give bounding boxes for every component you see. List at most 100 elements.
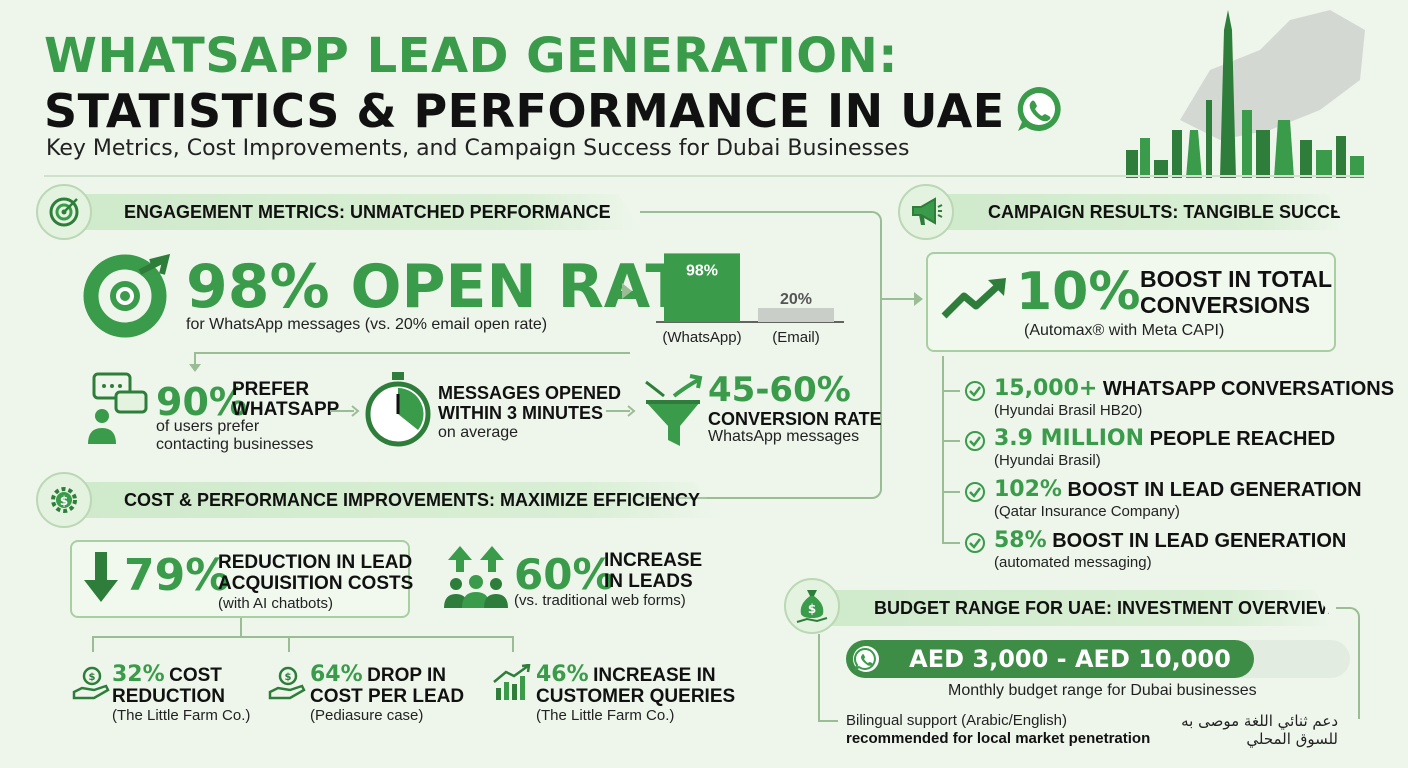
whatsapp-logo-icon — [1014, 84, 1064, 134]
trend-up-icon — [940, 276, 1010, 322]
bilingual-line-2: recommended for local market penetration — [846, 730, 1151, 747]
bar-value-label: 98% — [686, 262, 718, 279]
boost-sub: (Automax® with Meta CAPI) — [1024, 322, 1225, 339]
funnel-icon — [640, 372, 706, 450]
boost-card — [926, 252, 1336, 352]
connector-arrow — [914, 292, 923, 306]
gear-dollar-icon: $ — [36, 472, 92, 528]
prefer-title: PREFER WHATSAPP — [232, 379, 340, 420]
campaign-ribbon: CAMPAIGN RESULTS: TANGIBLE SUCCESS — [920, 194, 1346, 230]
campaign-ribbon-title: CAMPAIGN RESULTS: TANGIBLE SUCCESS — [988, 201, 1367, 222]
connector-line — [942, 491, 960, 493]
connector-line — [942, 356, 944, 542]
bar-category-label: (WhatsApp) — [662, 329, 741, 346]
connector-arrow — [189, 364, 201, 372]
open-rate-headline: 98% OPEN RATE — [186, 252, 728, 322]
target-icon — [36, 184, 92, 240]
list-item-sub: (Hyundai Brasil HB20) — [994, 402, 1143, 419]
prefer-sub-2: contacting businesses — [156, 436, 314, 453]
leads-title-1: INCREASE — [604, 550, 703, 571]
prefer-value: 90% — [156, 380, 247, 424]
open-rate-bar-chart: 98% (WhatsApp) 20% (Email) — [650, 246, 850, 350]
megaphone-icon — [898, 184, 954, 240]
open-rate-sub: for WhatsApp messages (vs. 20% email ope… — [186, 316, 548, 333]
leads-value: 60% — [514, 550, 615, 599]
bar-email — [758, 308, 834, 322]
check-circle-icon — [964, 430, 986, 457]
budget-bar-fill: AED 3,000 - AED 10,000 — [846, 640, 1254, 678]
arrow-right-icon — [606, 404, 636, 418]
cost-item-1-sub: (The Little Farm Co.) — [112, 707, 251, 724]
svg-text:$: $ — [89, 672, 96, 683]
connector-line — [194, 352, 630, 368]
leads-sub: (vs. traditional web forms) — [514, 592, 686, 609]
cost-item-2-title-2: COST PER LEAD — [310, 686, 465, 707]
budget-ribbon: BUDGET RANGE FOR UAE: INVESTMENT OVERVIE… — [806, 590, 1336, 626]
arabic-line-1: دعم ثنائي اللغة موصى به — [1181, 712, 1338, 730]
subtitle: Key Metrics, Cost Improvements, and Camp… — [46, 136, 910, 161]
people-growth-icon — [442, 546, 510, 610]
check-circle-icon — [964, 380, 986, 407]
cost-item-2-sub: (Pediasure case) — [310, 707, 424, 724]
title-line-2: STATISTICS & PERFORMANCE IN UAE — [44, 84, 1005, 138]
check-circle-icon — [964, 532, 986, 559]
title-line-1: WHATSAPP LEAD GENERATION: — [44, 28, 898, 84]
reduction-title-1: REDUCTION IN LEAD — [218, 552, 413, 573]
money-bag-icon: $ — [784, 578, 840, 634]
stopwatch-icon — [362, 370, 434, 450]
chevron-right-icon — [622, 283, 632, 299]
list-item-sub: (Qatar Insurance Company) — [994, 503, 1180, 520]
cost-ribbon: COST & PERFORMANCE IMPROVEMENTS: MAXIMIZ… — [56, 482, 722, 518]
bar-category-label: (Email) — [772, 329, 820, 346]
hand-coin-icon: $ — [268, 666, 306, 702]
list-item-sub: (Hyundai Brasil) — [994, 452, 1101, 469]
svg-text:$: $ — [808, 602, 816, 616]
header-divider — [44, 175, 1364, 177]
dubai-skyline-illustration — [1120, 10, 1370, 178]
connector-line — [92, 636, 512, 638]
bar-value-label: 20% — [780, 291, 812, 308]
connector-line — [640, 211, 882, 499]
prefer-sub-1: of users prefer — [156, 418, 260, 435]
reduction-value: 79% — [124, 550, 230, 601]
bar-whatsapp — [664, 253, 740, 322]
chart-growth-icon — [492, 663, 532, 702]
boost-value: 10% — [1016, 262, 1141, 322]
boost-title-1: BOOST IN TOTAL — [1140, 266, 1333, 292]
connector-line — [942, 542, 960, 544]
cost-ribbon-title: COST & PERFORMANCE IMPROVEMENTS: MAXIMIZ… — [124, 489, 701, 510]
open-rate-donut — [80, 250, 180, 342]
list-item-sub: (automated messaging) — [994, 554, 1152, 571]
arrow-down-icon — [84, 552, 118, 602]
boost-title-2: CONVERSIONS — [1140, 292, 1310, 318]
reduction-title-2: ACQUISITION COSTS — [218, 573, 414, 594]
engagement-ribbon-title: ENGAGEMENT METRICS: UNMATCHED PERFORMANC… — [124, 201, 611, 222]
connector-line — [942, 440, 960, 442]
cost-item-3-sub: (The Little Farm Co.) — [536, 707, 675, 724]
reduction-card — [70, 540, 410, 618]
list-item: 58% BOOST IN LEAD GENERATION — [994, 528, 1347, 553]
connector-line — [288, 636, 290, 652]
svg-text:$: $ — [285, 672, 292, 683]
engagement-ribbon: ENGAGEMENT METRICS: UNMATCHED PERFORMANC… — [56, 194, 642, 230]
connector-line — [818, 634, 820, 720]
bilingual-line-1: Bilingual support (Arabic/English) — [846, 712, 1067, 729]
opened-title-2: WITHIN 3 MINUTES — [438, 403, 603, 423]
arabic-line-2: للسوق المحلي — [1246, 730, 1338, 748]
connector-line — [92, 636, 94, 652]
cost-item-2: 64% DROP IN — [310, 662, 446, 687]
connector-line — [1336, 607, 1360, 719]
check-circle-icon — [964, 481, 986, 508]
bar-chart-svg: 98% (WhatsApp) 20% (Email) — [656, 253, 844, 346]
connector-line — [512, 636, 514, 652]
svg-text:$: $ — [60, 494, 68, 508]
opened-title-1: MESSAGES OPENED — [438, 383, 622, 403]
list-item: 15,000+ WHATSAPP CONVERSATIONS — [994, 376, 1395, 401]
budget-ribbon-title: BUDGET RANGE FOR UAE: INVESTMENT OVERVIE… — [874, 597, 1335, 618]
conversion-sub: WhatsApp messages — [708, 428, 860, 445]
opened-sub: on average — [438, 424, 519, 441]
whatsapp-icon — [852, 645, 880, 673]
cost-item-1-title-2: REDUCTION — [112, 686, 225, 707]
list-item: 102% BOOST IN LEAD GENERATION — [994, 477, 1362, 502]
cost-item-3-title-2: CUSTOMER QUERIES — [536, 686, 736, 707]
